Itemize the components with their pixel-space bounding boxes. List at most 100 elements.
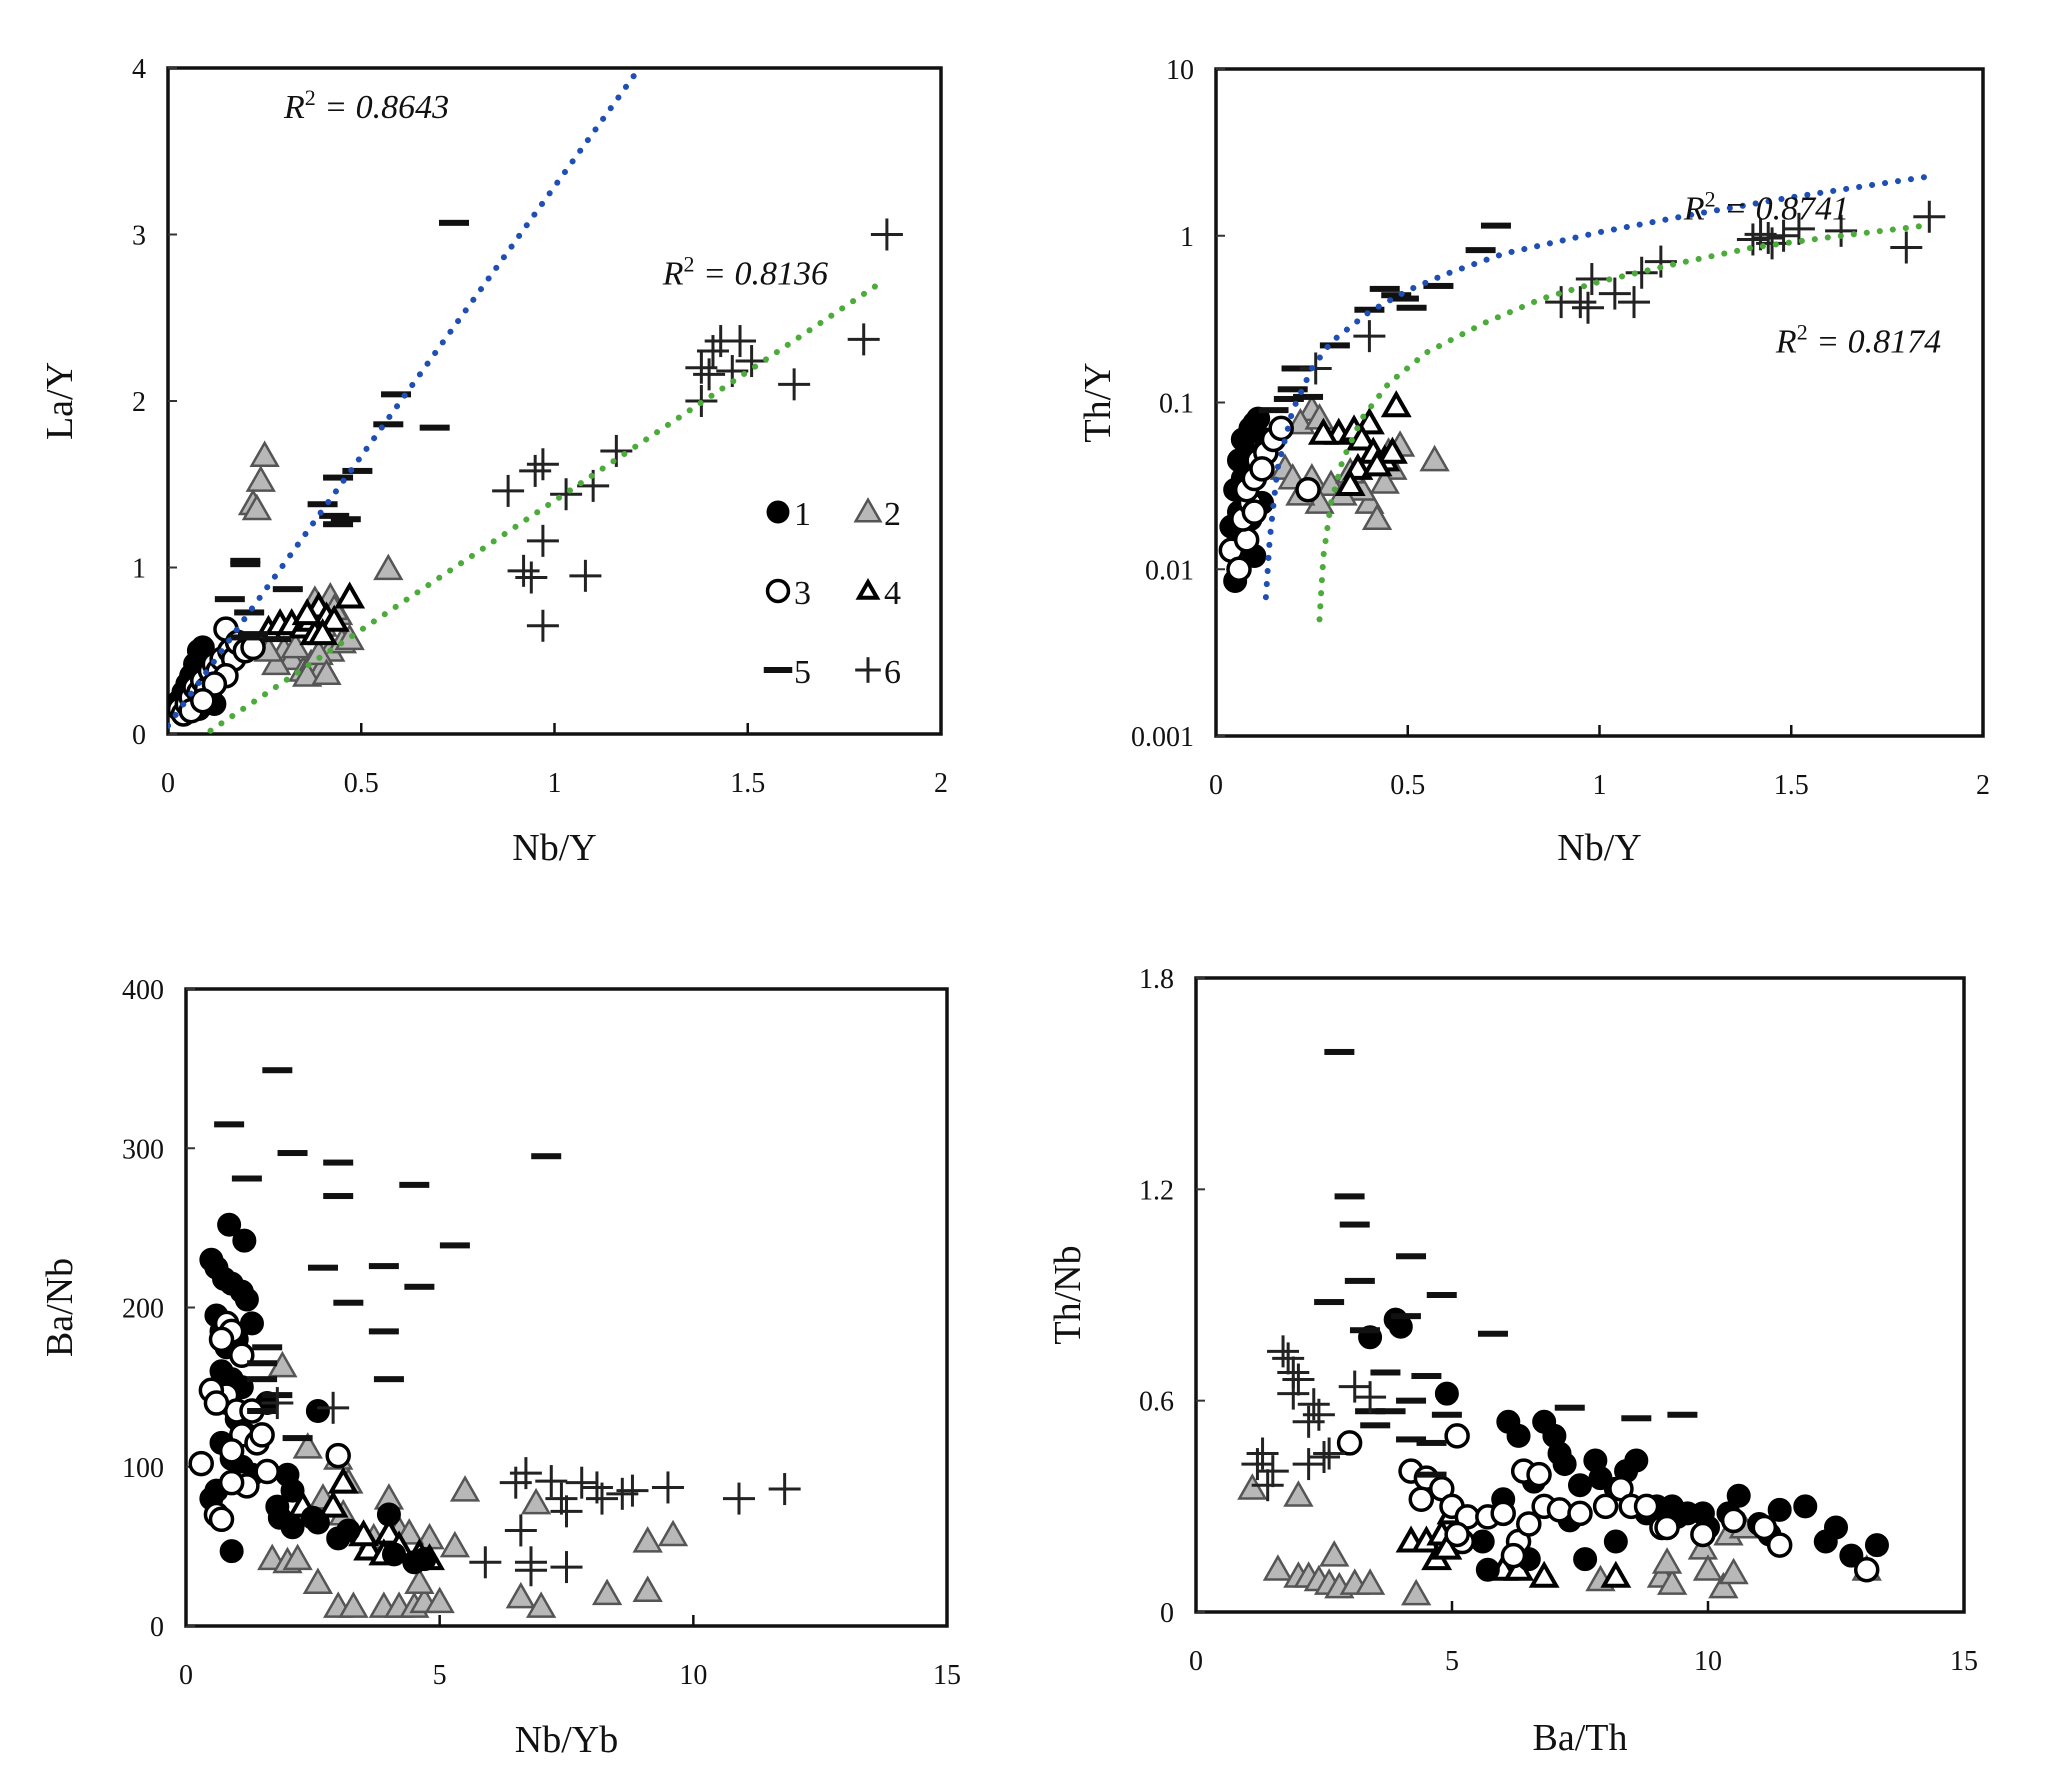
data-point-series-2 <box>520 1487 552 1515</box>
legend-marker-3 <box>765 578 791 604</box>
data-point-series-5 <box>1375 1408 1406 1415</box>
data-point-series-3 <box>1516 1511 1542 1537</box>
legend-item-6: 6 <box>855 654 901 691</box>
data-point-series-5 <box>247 1376 278 1383</box>
data-point-series-6 <box>526 448 559 481</box>
x-axis-title: Ba/Th <box>1533 1717 1628 1759</box>
x-tick-label: 1 <box>1593 770 1607 801</box>
data-point-series-2 <box>1237 1473 1268 1500</box>
data-point-series-3 <box>1633 1493 1660 1520</box>
data-point-series-6 <box>1272 1342 1305 1375</box>
data-point-series-2 <box>1354 1568 1386 1595</box>
trend-blue-line <box>168 68 643 729</box>
data-point-series-5 <box>214 596 245 603</box>
y-tick-label: 3 <box>132 221 146 252</box>
data-point-series-3 <box>1592 1493 1619 1520</box>
data-point-series-5 <box>262 1067 293 1074</box>
data-point-series-1 <box>1726 1483 1751 1508</box>
data-point-series-2 <box>1692 1554 1724 1581</box>
data-point-series-5 <box>333 1299 364 1306</box>
x-tick-label: 2 <box>934 768 948 799</box>
data-point-series-1 <box>219 1539 244 1564</box>
x-tick-label: 2 <box>1976 770 1990 801</box>
y-tick-label: 400 <box>122 975 164 1006</box>
data-point-series-6 <box>847 323 880 356</box>
series-6 <box>1299 200 1946 385</box>
data-point-series-6 <box>586 1482 619 1515</box>
plot-area <box>1237 1048 1889 1606</box>
x-tick-label: 0 <box>179 1660 193 1691</box>
data-point-series-5 <box>277 1150 308 1157</box>
data-point-series-3 <box>1490 1500 1516 1527</box>
legend-item-3: 3 <box>765 575 811 612</box>
data-point-series-5 <box>282 1435 313 1442</box>
data-point-series-1 <box>1573 1547 1598 1572</box>
data-point-series-3 <box>1241 499 1268 525</box>
x-tick-label: 0 <box>1189 1646 1203 1677</box>
data-point-series-5 <box>1416 1471 1447 1478</box>
data-point-series-3 <box>1268 415 1294 442</box>
panel-top-left: 0 1 2 3 4 0 0.5 1 1.5 2 Nb/Y La/Y R2 = 0.8643 R2 = 0.… <box>39 54 948 869</box>
series-5 <box>214 219 470 643</box>
y-tick-label: 4 <box>132 54 146 85</box>
data-point-series-3 <box>1567 1500 1593 1527</box>
data-point-series-5 <box>1431 1411 1462 1418</box>
trend-green-r2-label: R2 = 0.8174 <box>1775 319 1941 360</box>
legend-marker-6 <box>855 657 881 683</box>
legend-item-4: 4 <box>855 575 901 612</box>
data-point-series-6 <box>1292 1405 1325 1438</box>
data-point-series-5 <box>247 1408 278 1415</box>
x-tick-label: 5 <box>433 1660 447 1691</box>
data-point-series-3 <box>1336 1430 1363 1456</box>
data-point-series-5 <box>1554 1404 1585 1411</box>
data-point-series-6 <box>469 1546 502 1579</box>
data-point-series-6 <box>1825 214 1858 247</box>
data-point-series-5 <box>230 561 261 568</box>
data-point-series-6 <box>317 1391 350 1424</box>
data-point-series-6 <box>1545 286 1578 319</box>
data-point-series-3 <box>1295 476 1321 503</box>
data-point-series-3 <box>1408 1486 1435 1513</box>
data-point-series-5 <box>404 1283 435 1290</box>
data-point-series-5 <box>238 631 269 638</box>
series-5 <box>1258 222 1511 414</box>
data-point-series-6 <box>545 1482 578 1515</box>
x-tick-label: 0.5 <box>344 768 379 799</box>
data-point-series-6 <box>1313 1437 1346 1470</box>
data-point-series-3 <box>249 1422 275 1448</box>
data-point-series-1 <box>412 1547 437 1572</box>
data-point-series-5 <box>1344 1277 1375 1284</box>
data-point-series-1 <box>1793 1494 1818 1519</box>
data-point-series-5 <box>1388 295 1419 302</box>
plot-area <box>168 68 903 734</box>
x-axis-title: Nb/Y <box>1557 827 1641 869</box>
data-point-series-5 <box>1370 1369 1401 1376</box>
data-point-series-1 <box>305 1510 330 1535</box>
trend-blue-r2-label: R2 = 0.8643 <box>283 85 449 126</box>
data-point-series-1 <box>326 1526 351 1551</box>
data-point-series-3 <box>1233 527 1260 553</box>
plot-area <box>188 1067 801 1618</box>
data-point-series-2 <box>1657 1568 1688 1595</box>
y-tick-label: 200 <box>122 1294 164 1325</box>
plot-area <box>1218 174 1946 623</box>
data-point-series-3 <box>254 1458 280 1485</box>
data-point-series-6 <box>1782 212 1815 245</box>
data-point-series-5 <box>230 557 261 564</box>
data-point-series-5 <box>1390 1313 1421 1320</box>
data-point-series-2 <box>291 660 323 687</box>
data-point-series-3 <box>1444 1521 1470 1548</box>
data-point-series-4 <box>334 581 366 609</box>
data-point-series-3 <box>1546 1497 1573 1523</box>
data-point-series-5 <box>1416 1439 1447 1446</box>
data-point-series-2 <box>632 1526 663 1553</box>
data-point-series-1 <box>234 1287 259 1312</box>
data-point-series-5 <box>261 636 292 643</box>
data-point-series-3 <box>208 1326 235 1353</box>
data-point-series-4 <box>291 598 323 626</box>
data-point-series-6 <box>1644 245 1677 278</box>
data-point-series-2 <box>1651 1547 1683 1574</box>
legend-label-6: 6 <box>884 654 901 691</box>
y-tick-label: 0.001 <box>1131 722 1194 753</box>
